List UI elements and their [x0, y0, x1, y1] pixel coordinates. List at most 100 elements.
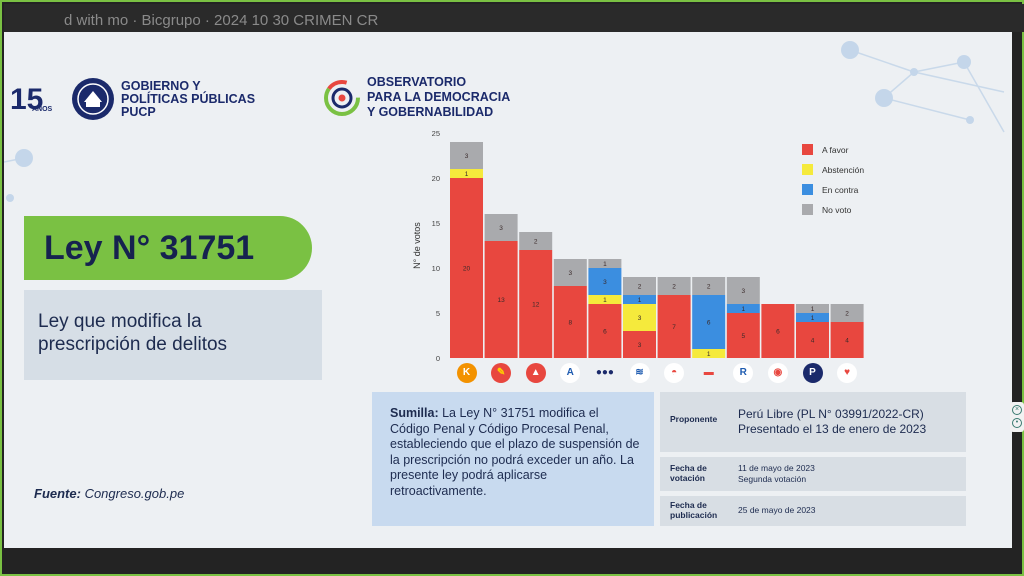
bar-segment [830, 322, 864, 358]
sumilla-box: Sumilla: La Ley N° 31751 modifica el Cód… [372, 392, 654, 526]
bar-value-label: 3 [499, 225, 503, 232]
bar-segment [484, 214, 518, 241]
legend-label: No voto [822, 205, 852, 215]
source-label: Fuente: [34, 486, 81, 501]
bar-segment [450, 178, 483, 358]
pucp-line-2: POLÍTICAS PÚBLICAS [121, 92, 256, 106]
y-axis-label: N° de votos [412, 222, 422, 269]
bar-value-label: 1 [811, 306, 815, 313]
bar-value-label: 1 [638, 297, 642, 304]
record-circle-icon[interactable]: • [1012, 418, 1022, 428]
bar-value-label: 2 [707, 284, 711, 291]
proponente-line-2: Presentado el 13 de enero de 2023 [738, 422, 927, 436]
votes-bar-chart: N° de votos05101520252013133122836131331… [412, 130, 864, 363]
publicacion-value: 25 de mayo de 2023 [738, 505, 816, 515]
bar-value-label: 13 [497, 297, 505, 304]
bar-segment [726, 277, 760, 304]
law-subtitle-line-1: Ley que modifica la [38, 311, 202, 332]
network-decoration [4, 41, 1005, 202]
bar-segment [657, 295, 691, 358]
bar-segment [553, 286, 587, 358]
bar-segment [623, 331, 656, 358]
peru-democratico-icon: ▬ [698, 363, 719, 383]
obs-line-1: OBSERVATORIO [367, 75, 467, 89]
bar-value-label: 6 [776, 329, 780, 336]
bar-segment [450, 169, 483, 178]
bar-value-label: 4 [845, 338, 849, 345]
y-tick-label: 20 [432, 174, 440, 183]
legend-label: En contra [822, 185, 859, 195]
pucp-seal-icon [72, 78, 114, 120]
votacion-line-2: Segunda votación [738, 474, 807, 484]
bar-segment [796, 304, 829, 313]
side-controls: × • [1010, 402, 1024, 432]
votacion-label-1: Fecha de [670, 463, 707, 473]
y-tick-label: 0 [436, 354, 440, 363]
bar-value-label: 1 [707, 351, 711, 358]
votacion-line-1: 11 de mayo de 2023 [738, 463, 815, 473]
bar-segment [588, 295, 622, 304]
bar-value-label: 1 [603, 261, 607, 268]
legend-label: Abstención [822, 165, 864, 175]
observatorio-logo-text: OBSERVATORIO PARA LA DEMOCRACIA Y GOBERN… [367, 75, 510, 120]
bar-segment [692, 295, 726, 349]
logo-15-number: 15 [10, 83, 44, 116]
bar-value-label: 3 [603, 279, 607, 286]
proponente-line-1: Perú Libre (PL N° 03991/2022-CR) [738, 407, 924, 421]
source-value: Congreso.gob.pe [80, 486, 185, 501]
y-tick-label: 10 [432, 264, 440, 273]
bar-segment [761, 304, 795, 358]
bloque-magisterial-icon: ●●● [594, 363, 615, 383]
window-tab-bar[interactable]: d with mo · Bicgrupo · 2024 10 30 CRIMEN… [4, 4, 1024, 32]
legend-swatch [802, 164, 813, 175]
publicacion-label-2: publicación [670, 510, 718, 520]
bar-value-label: 7 [672, 324, 676, 331]
bar-value-label: 5 [741, 333, 745, 340]
law-subtitle-line-2: prescripción de delitos [38, 334, 228, 355]
law-title: Ley N° 31751 [24, 216, 312, 280]
somos-peru-icon: ◉ [767, 363, 788, 383]
bar-segment [519, 250, 553, 358]
bar-value-label: 2 [534, 239, 538, 246]
bar-value-label: 3 [568, 270, 572, 277]
bar-value-label: 1 [811, 315, 815, 322]
bar-segment [796, 322, 829, 358]
bar-segment [623, 304, 656, 331]
bar-segment [726, 313, 760, 358]
alianza-progreso-icon: A [560, 363, 581, 383]
renovacion-popular-icon: R [733, 363, 754, 383]
tab-title[interactable]: d with mo · Bicgrupo · 2024 10 30 CRIMEN… [64, 12, 379, 29]
pucp-15-anos-logo: 15 AÑOS [10, 78, 58, 122]
peru-bicentenario-icon: ◓ [664, 363, 685, 383]
logo-15-anos: AÑOS [32, 106, 53, 113]
pucp-line-3: PUCP [121, 105, 156, 119]
publicacion-label-1: Fecha de [670, 500, 707, 510]
bar-segment [519, 232, 553, 250]
bar-segment [726, 304, 760, 313]
legend-swatch [802, 204, 813, 215]
presentation-slide: 15 AÑOS GOBIERNO Y POLÍTICAS PÚBLICAS PU… [4, 32, 1012, 548]
avanza-pais-icon: ≋ [629, 363, 650, 383]
bar-segment [450, 142, 483, 169]
close-circle-icon[interactable]: × [1012, 405, 1022, 415]
bar-segment [588, 268, 622, 295]
pucp-logo-text: GOBIERNO Y POLÍTICAS PÚBLICAS PUCP [121, 80, 255, 119]
proponente-label: Proponente [670, 414, 718, 424]
publicacion-row: Fecha de publicación 25 de mayo de 2023 [660, 496, 966, 526]
peru-libre-icon: ✎ [491, 363, 512, 383]
bar-value-label: 6 [603, 329, 607, 336]
fuerza-popular-icon: K [456, 363, 477, 383]
accion-popular-icon: ▲ [525, 363, 546, 383]
podemos-icon: P [802, 363, 823, 383]
juntos-peru-icon: ♥ [837, 363, 858, 383]
bar-value-label: 1 [741, 306, 745, 313]
pucp-line-1: GOBIERNO Y [121, 79, 201, 93]
votacion-label-2: votación [670, 473, 705, 483]
bar-value-label: 3 [741, 288, 745, 295]
observatorio-logo-icon [324, 80, 360, 116]
bar-value-label: 3 [638, 315, 642, 322]
source-note: Fuente: Congreso.gob.pe [34, 486, 184, 501]
bar-segment [830, 304, 864, 322]
bar-segment [588, 304, 622, 358]
bar-segment [623, 295, 656, 304]
